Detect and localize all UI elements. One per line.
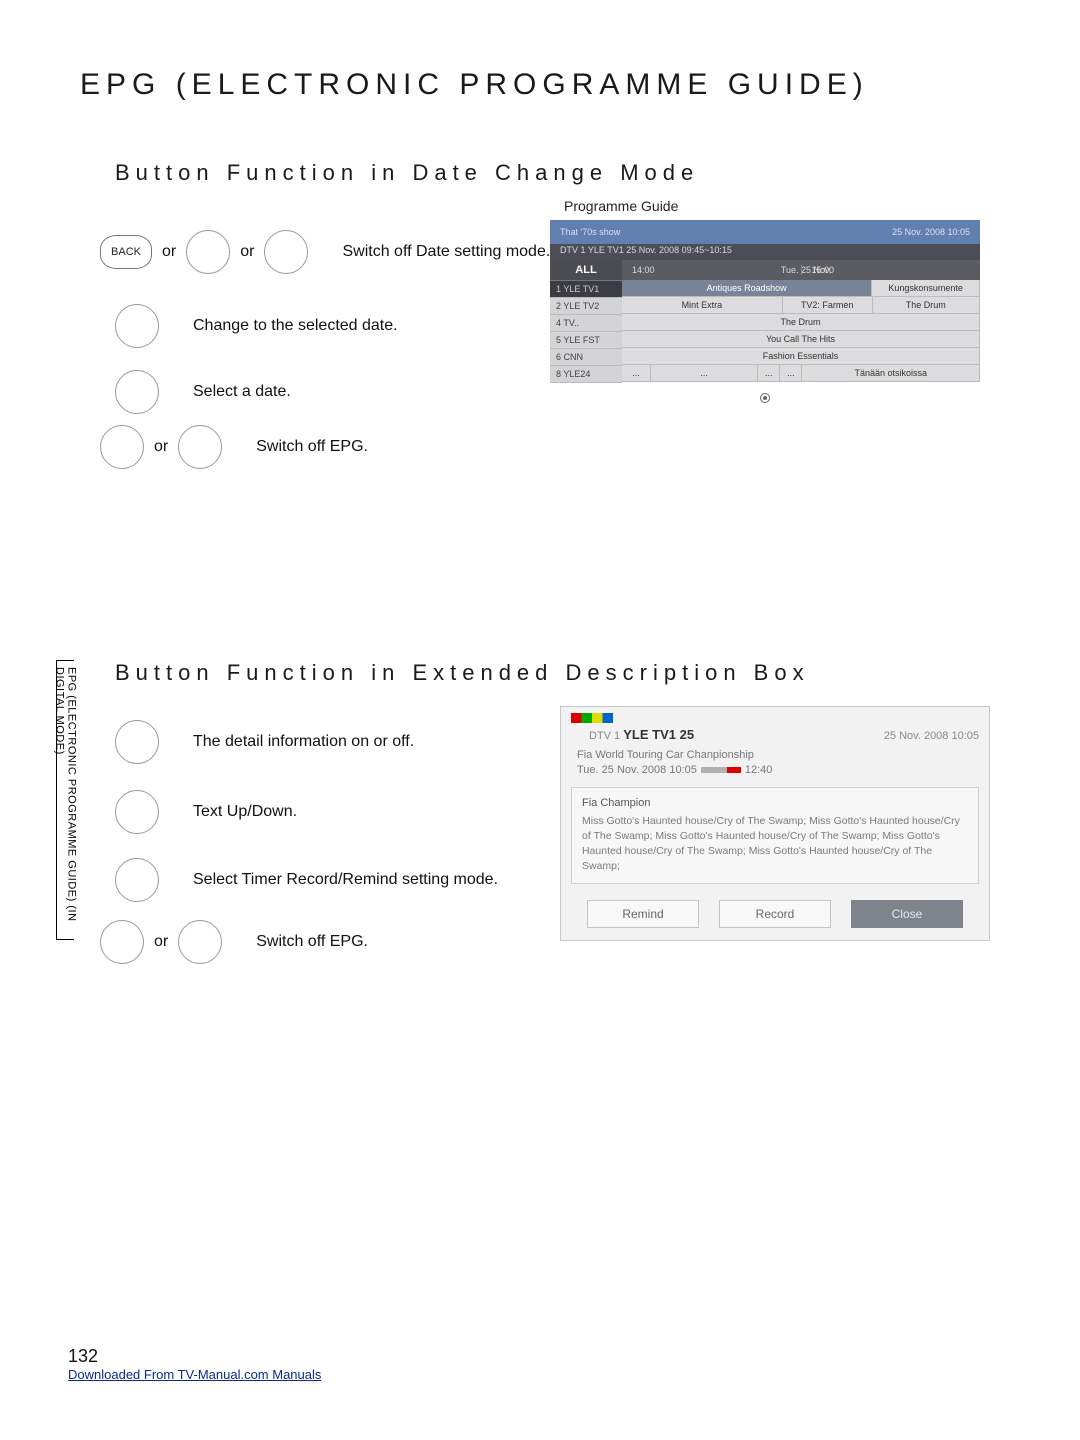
progress-bar-icon — [701, 767, 741, 773]
pg-cell: Mint Extra — [622, 297, 783, 313]
pg-current-show: That '70s show — [560, 227, 620, 237]
pg-subheader: DTV 1 YLE TV1 25 Nov. 2008 09:45~10:15 — [550, 244, 980, 260]
row-text-updown: Text Up/Down. — [115, 790, 297, 834]
programme-guide-preview: Programme Guide That '70s show 25 Nov. 2… — [550, 198, 980, 398]
row-select-date: Select a date. — [115, 370, 291, 414]
download-source-link[interactable]: Downloaded From TV-Manual.com Manuals — [68, 1367, 321, 1382]
color-bar-icon — [571, 713, 613, 723]
programme-guide-title: Programme Guide — [564, 198, 980, 214]
side-tab-label: EPG (ELECTRONIC PROGRAMME GUIDE) (IN DIG… — [56, 660, 74, 940]
pg-channel: 1 YLE TV1 — [550, 281, 622, 298]
row-switch-off-epg: or Switch off EPG. — [100, 425, 368, 469]
pg-datetime: 25 Nov. 2008 10:05 — [892, 227, 970, 237]
pg-all-label: ALL — [550, 260, 622, 281]
remote-button-icon[interactable] — [115, 720, 159, 764]
row-desc: The detail information on or off. — [193, 733, 414, 751]
dp-programme-title: Fia World Touring Car Chanpionship — [577, 748, 979, 763]
back-button-pill[interactable]: BACK — [100, 235, 152, 269]
page-title: EPG (ELECTRONIC PROGRAMME GUIDE) — [80, 68, 869, 102]
close-button[interactable]: Close — [851, 900, 963, 928]
dp-description-head: Fia Champion — [582, 796, 968, 812]
row-change-date: Change to the selected date. — [115, 304, 398, 348]
remote-button-icon[interactable] — [100, 425, 144, 469]
pg-time-1: 14:00 — [622, 265, 801, 275]
row-desc: Change to the selected date. — [193, 317, 398, 335]
pg-cell: Antiques Roadshow — [622, 280, 872, 296]
dp-programme-time: Tue. 25 Nov. 2008 10:0512:40 — [577, 763, 979, 778]
pg-cell: ... — [622, 365, 651, 381]
remind-button[interactable]: Remind — [587, 900, 699, 928]
row-desc: Select Timer Record/Remind setting mode. — [193, 871, 498, 889]
section2-heading: Button Function in Extended Description … — [115, 660, 810, 686]
pg-row: ... ... ... ... Tänään otsikoissa — [622, 365, 980, 382]
remote-button-icon[interactable] — [100, 920, 144, 964]
pg-row: Fashion Essentials — [622, 348, 980, 365]
pg-cell: The Drum — [622, 314, 980, 330]
section1-heading: Button Function in Date Change Mode — [115, 160, 699, 186]
page-number: 132 — [68, 1346, 321, 1367]
pg-row: Antiques Roadshow Kungskonsumente — [622, 280, 980, 297]
row-desc: Text Up/Down. — [193, 803, 297, 821]
pg-cell: ... — [651, 365, 758, 381]
remote-button-icon[interactable] — [115, 790, 159, 834]
pg-channel: 4 TV.. — [550, 315, 622, 332]
pg-cell: ... — [780, 365, 802, 381]
remote-button-icon[interactable] — [178, 425, 222, 469]
remote-button-icon[interactable] — [115, 304, 159, 348]
row-desc: Switch off EPG. — [256, 933, 368, 951]
or-label: or — [154, 438, 168, 456]
or-label: or — [240, 243, 254, 261]
row-switch-off-date-mode: BACK or or Switch off Date setting mode. — [100, 230, 550, 274]
remote-button-icon[interactable] — [115, 370, 159, 414]
or-label: or — [162, 243, 176, 261]
dp-description-box: Fia Champion Miss Gotto's Haunted house/… — [571, 787, 979, 884]
pg-cell: Tänään otsikoissa — [802, 365, 980, 381]
pg-channel: 5 YLE FST — [550, 332, 622, 349]
pg-time-2: 15:00 — [801, 265, 981, 275]
page-footer: 132 Downloaded From TV-Manual.com Manual… — [68, 1346, 321, 1382]
pg-cell: ... — [758, 365, 780, 381]
row-detail-info: The detail information on or off. — [115, 720, 414, 764]
pg-channel: 6 CNN — [550, 349, 622, 366]
pg-cell: Kungskonsumente — [872, 280, 980, 296]
pg-cell: Fashion Essentials — [622, 348, 980, 364]
pg-cell: TV2: Farmen — [783, 297, 873, 313]
row-timer-record: Select Timer Record/Remind setting mode. — [115, 858, 498, 902]
row-desc: Select a date. — [193, 383, 291, 401]
pg-cell: The Drum — [873, 297, 981, 313]
description-popup: DTV 1 YLE TV1 25 25 Nov. 2008 10:05 Fia … — [560, 706, 990, 941]
pg-row: You Call The Hits — [622, 331, 980, 348]
pg-channel: 8 YLE24 — [550, 366, 622, 383]
pg-channel: 2 YLE TV2 — [550, 298, 622, 315]
record-button[interactable]: Record — [719, 900, 831, 928]
pg-row: Mint Extra TV2: Farmen The Drum — [622, 297, 980, 314]
row-desc: Switch off Date setting mode. — [342, 243, 550, 261]
pg-cell: You Call The Hits — [622, 331, 980, 347]
remote-button-icon[interactable] — [186, 230, 230, 274]
pg-header-bar: That '70s show 25 Nov. 2008 10:05 — [550, 220, 980, 244]
remote-button-icon[interactable] — [178, 920, 222, 964]
remote-button-icon[interactable] — [264, 230, 308, 274]
row-desc: Switch off EPG. — [256, 438, 368, 456]
dp-description-body: Miss Gotto's Haunted house/Cry of The Sw… — [582, 815, 960, 873]
or-label: or — [154, 933, 168, 951]
row-switch-off-epg: or Switch off EPG. — [100, 920, 368, 964]
pg-row: The Drum — [622, 314, 980, 331]
dp-datetime: 25 Nov. 2008 10:05 — [884, 730, 979, 742]
pg-record-indicator — [550, 383, 980, 413]
record-dot-icon — [760, 393, 770, 403]
remote-button-icon[interactable] — [115, 858, 159, 902]
dp-channel: DTV 1 YLE TV1 25 — [589, 727, 694, 742]
